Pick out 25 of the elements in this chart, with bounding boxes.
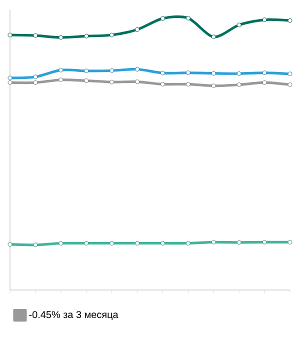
point — [110, 80, 114, 84]
point — [8, 80, 12, 85]
point — [211, 34, 216, 40]
point — [288, 82, 292, 87]
point — [58, 78, 64, 82]
point — [236, 82, 242, 87]
point — [288, 18, 292, 23]
point — [186, 82, 190, 86]
point — [160, 82, 165, 86]
point — [84, 34, 89, 38]
point — [135, 27, 140, 32]
point — [160, 16, 165, 21]
point — [110, 32, 114, 38]
point — [186, 16, 190, 20]
point — [236, 22, 242, 28]
point — [262, 18, 267, 22]
point — [135, 80, 140, 84]
point — [33, 33, 38, 38]
point — [262, 80, 267, 85]
point — [8, 32, 12, 38]
point — [84, 78, 89, 83]
point — [58, 35, 64, 40]
legend-label: -0.45% за 3 месяца — [29, 311, 118, 320]
point — [211, 84, 216, 88]
point — [33, 80, 38, 85]
